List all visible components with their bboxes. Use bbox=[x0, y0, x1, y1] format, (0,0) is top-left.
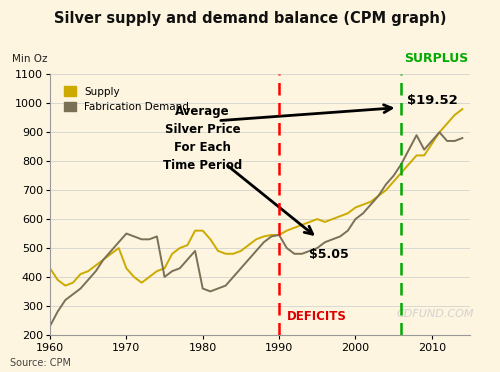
Supply bbox=[100, 257, 106, 262]
Text: Average
Silver Price
For Each
Time Period: Average Silver Price For Each Time Perio… bbox=[163, 105, 242, 171]
Fabrication Demand bbox=[146, 237, 152, 241]
Line: Supply: Supply bbox=[50, 109, 463, 286]
Line: Fabrication Demand: Fabrication Demand bbox=[50, 132, 463, 326]
Supply bbox=[62, 283, 68, 288]
Supply bbox=[460, 107, 466, 111]
Text: CDFUND.COM: CDFUND.COM bbox=[397, 309, 474, 319]
Supply bbox=[131, 275, 137, 279]
Fabrication Demand bbox=[452, 139, 458, 143]
Text: DEFICITS: DEFICITS bbox=[288, 310, 347, 323]
Legend: Supply, Fabrication Demand: Supply, Fabrication Demand bbox=[60, 82, 194, 116]
Text: SURPLUS: SURPLUS bbox=[404, 52, 468, 65]
Supply bbox=[452, 113, 458, 117]
Supply bbox=[421, 153, 427, 158]
Fabrication Demand bbox=[124, 231, 130, 236]
Supply bbox=[208, 237, 214, 241]
Fabrication Demand bbox=[93, 269, 99, 273]
Fabrication Demand bbox=[47, 324, 53, 328]
Supply bbox=[154, 269, 160, 273]
Supply bbox=[47, 266, 53, 270]
Fabrication Demand bbox=[414, 133, 420, 137]
Text: Silver supply and demand balance (CPM graph): Silver supply and demand balance (CPM gr… bbox=[54, 11, 446, 26]
Fabrication Demand bbox=[436, 130, 442, 135]
Text: $5.05: $5.05 bbox=[309, 248, 348, 261]
Text: Min Oz: Min Oz bbox=[12, 54, 48, 64]
Text: Source: CPM: Source: CPM bbox=[10, 358, 71, 368]
Fabrication Demand bbox=[460, 136, 466, 140]
Fabrication Demand bbox=[200, 286, 205, 291]
Text: $19.52: $19.52 bbox=[408, 94, 458, 107]
